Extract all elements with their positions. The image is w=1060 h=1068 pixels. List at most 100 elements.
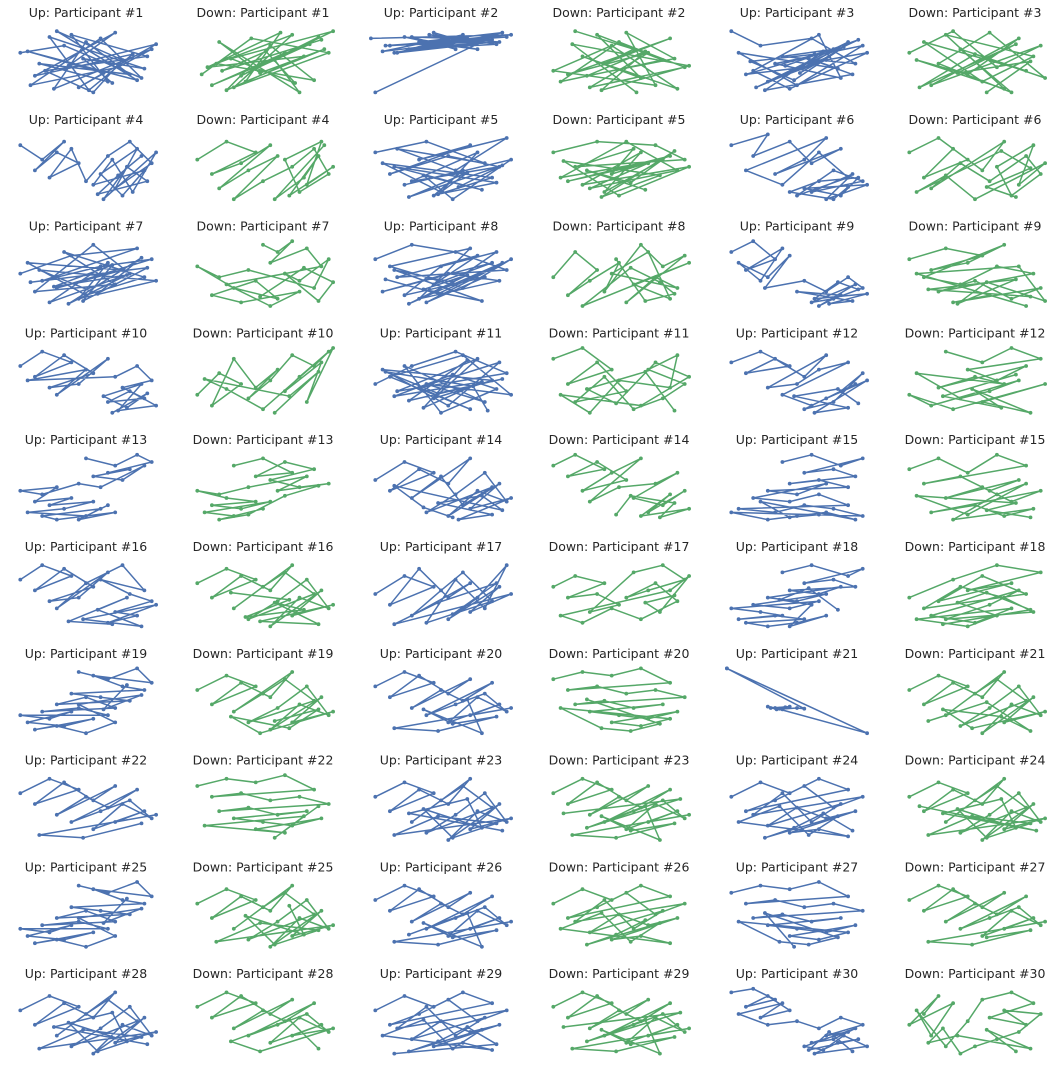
data-point [599, 88, 604, 93]
data-point [417, 673, 421, 678]
panel-title: Down: Participant #10 [193, 325, 334, 340]
panel-55: Up: Participant #28 [18, 966, 159, 1056]
data-point [1009, 990, 1014, 995]
data-point [1002, 514, 1007, 518]
data-point [43, 68, 47, 73]
data-point [482, 791, 487, 796]
data-point [297, 794, 302, 799]
data-point [424, 300, 429, 305]
data-point [987, 179, 992, 184]
series-line [196, 564, 334, 628]
data-point [91, 1015, 96, 1020]
data-point [687, 260, 691, 265]
data-point [846, 275, 850, 280]
data-point [751, 602, 756, 607]
data-point [754, 85, 758, 90]
data-point [824, 197, 829, 202]
data-point [253, 150, 258, 155]
data-point [91, 474, 96, 479]
data-point [475, 47, 480, 52]
data-point [860, 286, 865, 290]
panel-9: Up: Participant #5 [373, 112, 513, 202]
data-point [624, 798, 629, 803]
data-point [62, 1001, 66, 1006]
data-point [865, 378, 869, 383]
data-point [653, 912, 658, 917]
data-point [736, 260, 741, 265]
panel-7: Up: Participant #4 [18, 112, 159, 202]
data-point [25, 260, 30, 265]
data-point [494, 387, 499, 391]
data-point [958, 474, 963, 479]
data-point [28, 280, 33, 285]
data-point [431, 396, 436, 401]
panel-title: Up: Participant #24 [736, 753, 859, 768]
data-point [551, 901, 556, 906]
data-point [573, 574, 578, 578]
data-point [421, 405, 426, 410]
data-point [40, 563, 45, 568]
series-line [197, 774, 330, 839]
data-point [504, 923, 509, 928]
data-point [660, 563, 665, 568]
series-line [908, 347, 1046, 414]
data-point [585, 1039, 589, 1044]
data-point [84, 1012, 88, 1016]
data-point [480, 1027, 484, 1032]
data-point [682, 65, 687, 70]
data-point [446, 838, 451, 842]
data-point [468, 1030, 473, 1034]
data-point [675, 916, 680, 920]
data-point [468, 407, 473, 412]
data-point [744, 1004, 748, 1009]
data-point [838, 916, 843, 920]
data-point [558, 392, 563, 397]
data-point [18, 364, 23, 368]
data-point [54, 702, 59, 707]
data-point [780, 1001, 785, 1006]
data-point [936, 599, 941, 604]
data-point [504, 820, 509, 824]
data-point [500, 30, 505, 35]
data-point [275, 488, 280, 493]
data-point [958, 47, 963, 52]
data-point [504, 268, 509, 272]
data-point [936, 456, 941, 461]
data-point [25, 378, 30, 383]
data-point [424, 1004, 429, 1009]
data-point [47, 385, 52, 390]
data-point [951, 29, 955, 34]
series-line [201, 30, 334, 94]
data-point [106, 926, 110, 931]
data-point [268, 624, 273, 629]
data-point [965, 791, 970, 796]
data-point [456, 517, 461, 522]
data-point [135, 246, 140, 251]
data-point [736, 919, 741, 924]
series-line [730, 564, 864, 628]
data-point [504, 1008, 509, 1013]
panel-title: Down: Participant #7 [197, 219, 330, 234]
data-point [744, 268, 748, 272]
panel-title: Up: Participant #29 [380, 966, 503, 981]
data-point [675, 599, 680, 604]
data-point [81, 617, 85, 622]
data-point [446, 36, 451, 41]
series-line [909, 454, 1042, 521]
data-point [1028, 821, 1033, 826]
data-point [446, 403, 451, 408]
data-point [431, 470, 436, 475]
data-point [421, 287, 426, 292]
panel-28: Down: Participant #14 [549, 432, 691, 520]
data-point [446, 514, 451, 518]
data-point [373, 257, 378, 262]
data-point [624, 890, 629, 895]
data-point [729, 510, 734, 515]
data-point [421, 45, 426, 49]
data-point [54, 724, 59, 728]
data-point [154, 1030, 159, 1034]
data-point [504, 136, 509, 140]
data-point [980, 802, 985, 806]
data-point [120, 802, 125, 806]
data-point [995, 378, 999, 383]
